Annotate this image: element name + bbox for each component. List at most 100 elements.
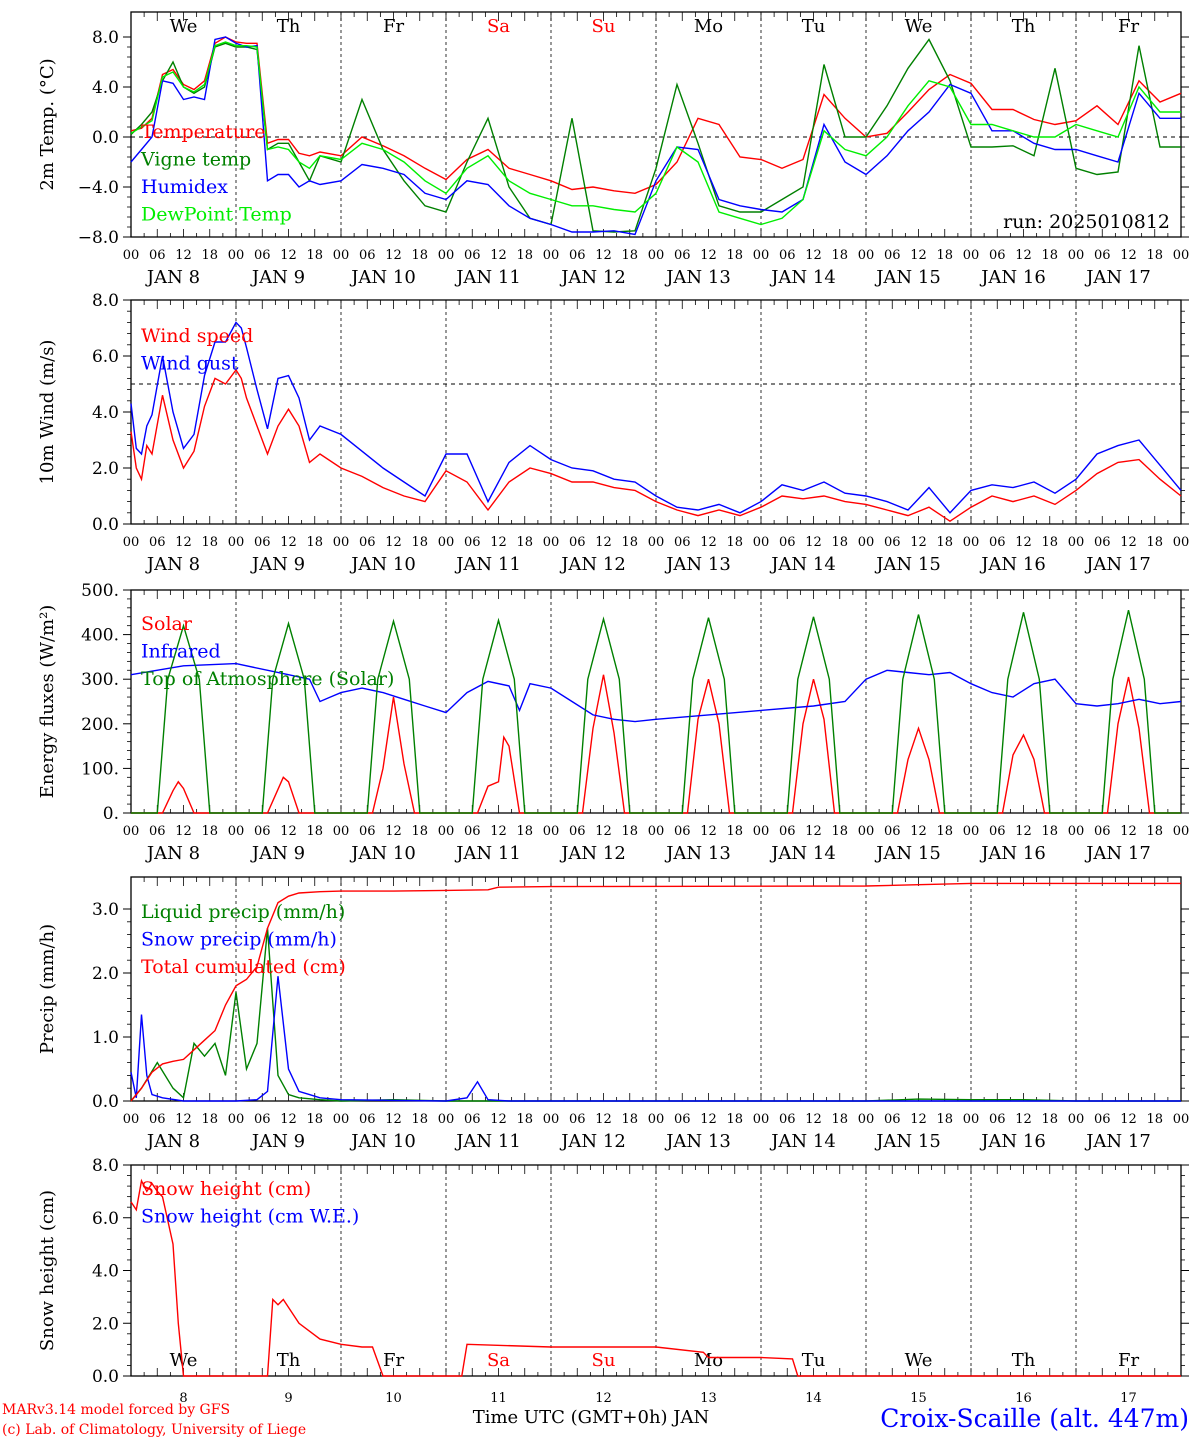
day-number-label: 11 (490, 1391, 507, 1406)
hour-tick-label: 06 (569, 535, 586, 550)
model-credit: MARv3.14 model forced by GFS (2, 1402, 230, 1418)
y-tick-label: 2.0 (92, 1314, 119, 1334)
station-label: Croix-Scaille (alt. 447m) (880, 1404, 1189, 1433)
date-label: JAN 11 (454, 267, 521, 288)
hour-tick-label: 18 (936, 824, 953, 839)
date-label: JAN 11 (454, 1131, 521, 1152)
series-line-liquid-precip-mm-h (130, 928, 1181, 1102)
date-label: JAN 14 (769, 267, 836, 288)
legend-entry: Temperature (141, 121, 265, 143)
y-tick-label: 200. (81, 715, 119, 735)
weekday-label: Fr (383, 16, 404, 37)
run-label: run: 2025010812 (1003, 211, 1170, 233)
hour-tick-label: 06 (779, 535, 796, 550)
y-tick-label: 0.0 (92, 128, 119, 148)
y-tick-label: −8.0 (78, 228, 119, 248)
hour-tick-label: 06 (674, 535, 691, 550)
y-tick-label: 2.0 (92, 459, 119, 479)
hour-tick-label: 18 (1041, 535, 1058, 550)
y-tick-label: 6.0 (92, 347, 119, 367)
weekday-label: Tu (802, 1350, 826, 1371)
weekday-label: Su (592, 1350, 616, 1371)
date-label: JAN 15 (874, 843, 941, 864)
hour-tick-label: 12 (490, 535, 507, 550)
hour-tick-label: 06 (149, 1112, 166, 1127)
weekday-label: Th (1012, 1350, 1036, 1371)
series-line-snow-height-cm (130, 1178, 1181, 1377)
weekday-label: We (905, 1350, 933, 1371)
hour-tick-label: 18 (1041, 248, 1058, 263)
date-label: JAN 9 (250, 554, 305, 575)
panel-5: 8.0 6.0 4.0 2.0 0.0 Snow height (cm) We Th Fr Sa S… (37, 1156, 1189, 1406)
date-label: JAN 17 (1084, 554, 1151, 575)
hour-tick-label: 12 (595, 535, 612, 550)
weekday-label: Fr (1118, 16, 1139, 37)
hour-tick-label: 18 (831, 824, 848, 839)
hour-tick-label: 12 (805, 824, 822, 839)
hour-tick-label: 06 (359, 248, 376, 263)
hour-tick-label: 00 (1068, 248, 1085, 263)
date-label: JAN 9 (250, 1131, 305, 1152)
hour-tick-label: 18 (1041, 824, 1058, 839)
date-label: JAN 15 (874, 554, 941, 575)
hour-tick-label: 18 (936, 248, 953, 263)
hour-tick-label: 12 (385, 1112, 402, 1127)
date-label: JAN 8 (145, 554, 200, 575)
hour-tick-label: 18 (516, 1112, 533, 1127)
hour-tick-label: 12 (1120, 1112, 1137, 1127)
y-tick-label: 4.0 (92, 78, 119, 98)
hour-tick-label: 00 (438, 1112, 455, 1127)
hour-tick-label: 00 (963, 1112, 980, 1127)
legend-entry: Snow height (cm) (141, 1178, 311, 1200)
day-number-label: 15 (910, 1391, 927, 1406)
hour-tick-label: 12 (595, 248, 612, 263)
hour-tick-label: 06 (1094, 824, 1111, 839)
day-number-label: 9 (284, 1391, 292, 1406)
date-label: JAN 8 (145, 843, 200, 864)
date-label: JAN 10 (349, 267, 416, 288)
hour-tick-label: 12 (1120, 535, 1137, 550)
hour-tick-label: 00 (1068, 824, 1085, 839)
hour-tick-label: 00 (858, 535, 875, 550)
hour-tick-label: 18 (621, 535, 638, 550)
hour-tick-label: 18 (516, 248, 533, 263)
date-label: JAN 16 (979, 267, 1046, 288)
date-label: JAN 8 (145, 1131, 200, 1152)
hour-tick-label: 06 (359, 824, 376, 839)
x-axis-label: Time UTC (GMT+0h) JAN (473, 1407, 710, 1428)
y-axis-label: Snow height (cm) (37, 1190, 58, 1351)
hour-tick-label: 12 (1120, 248, 1137, 263)
hour-tick-label: 12 (700, 824, 717, 839)
hour-tick-label: 12 (490, 824, 507, 839)
hour-tick-label: 18 (936, 1112, 953, 1127)
weekday-label: Sa (487, 16, 510, 37)
hour-tick-label: 06 (1094, 248, 1111, 263)
hour-tick-label: 00 (543, 248, 560, 263)
y-tick-label: 0.0 (92, 1092, 119, 1112)
hour-tick-label: 00 (1173, 1112, 1190, 1127)
hour-tick-label: 06 (464, 248, 481, 263)
y-axis-label: Precip (mm/h) (37, 924, 58, 1054)
series-line-snow-precip-mm-h (130, 976, 1181, 1102)
legend-entry: Liquid precip (mm/h) (141, 901, 345, 923)
hour-tick-label: 12 (1120, 824, 1137, 839)
hour-tick-label: 18 (306, 248, 323, 263)
hour-tick-label: 00 (438, 824, 455, 839)
weekday-label: Su (592, 16, 616, 37)
hour-tick-label: 00 (333, 1112, 350, 1127)
y-tick-label: 0. (103, 804, 119, 824)
y-tick-label: 2.0 (92, 964, 119, 984)
date-label: JAN 17 (1084, 843, 1151, 864)
date-label: JAN 8 (145, 267, 200, 288)
hour-tick-label: 00 (1173, 535, 1190, 550)
day-number-label: 17 (1120, 1391, 1137, 1406)
hour-tick-label: 18 (201, 248, 218, 263)
hour-tick-label: 12 (700, 1112, 717, 1127)
panel-1: 8.0 4.0 0.0 −4.0 −8.0 2m Temp. (°C) 00 06 12 18 00… (37, 11, 1189, 288)
y-tick-label: 400. (81, 626, 119, 646)
date-label: JAN 13 (664, 267, 731, 288)
legend-entry: Wind speed (141, 325, 253, 347)
hour-tick-label: 06 (884, 535, 901, 550)
hour-tick-label: 12 (175, 248, 192, 263)
